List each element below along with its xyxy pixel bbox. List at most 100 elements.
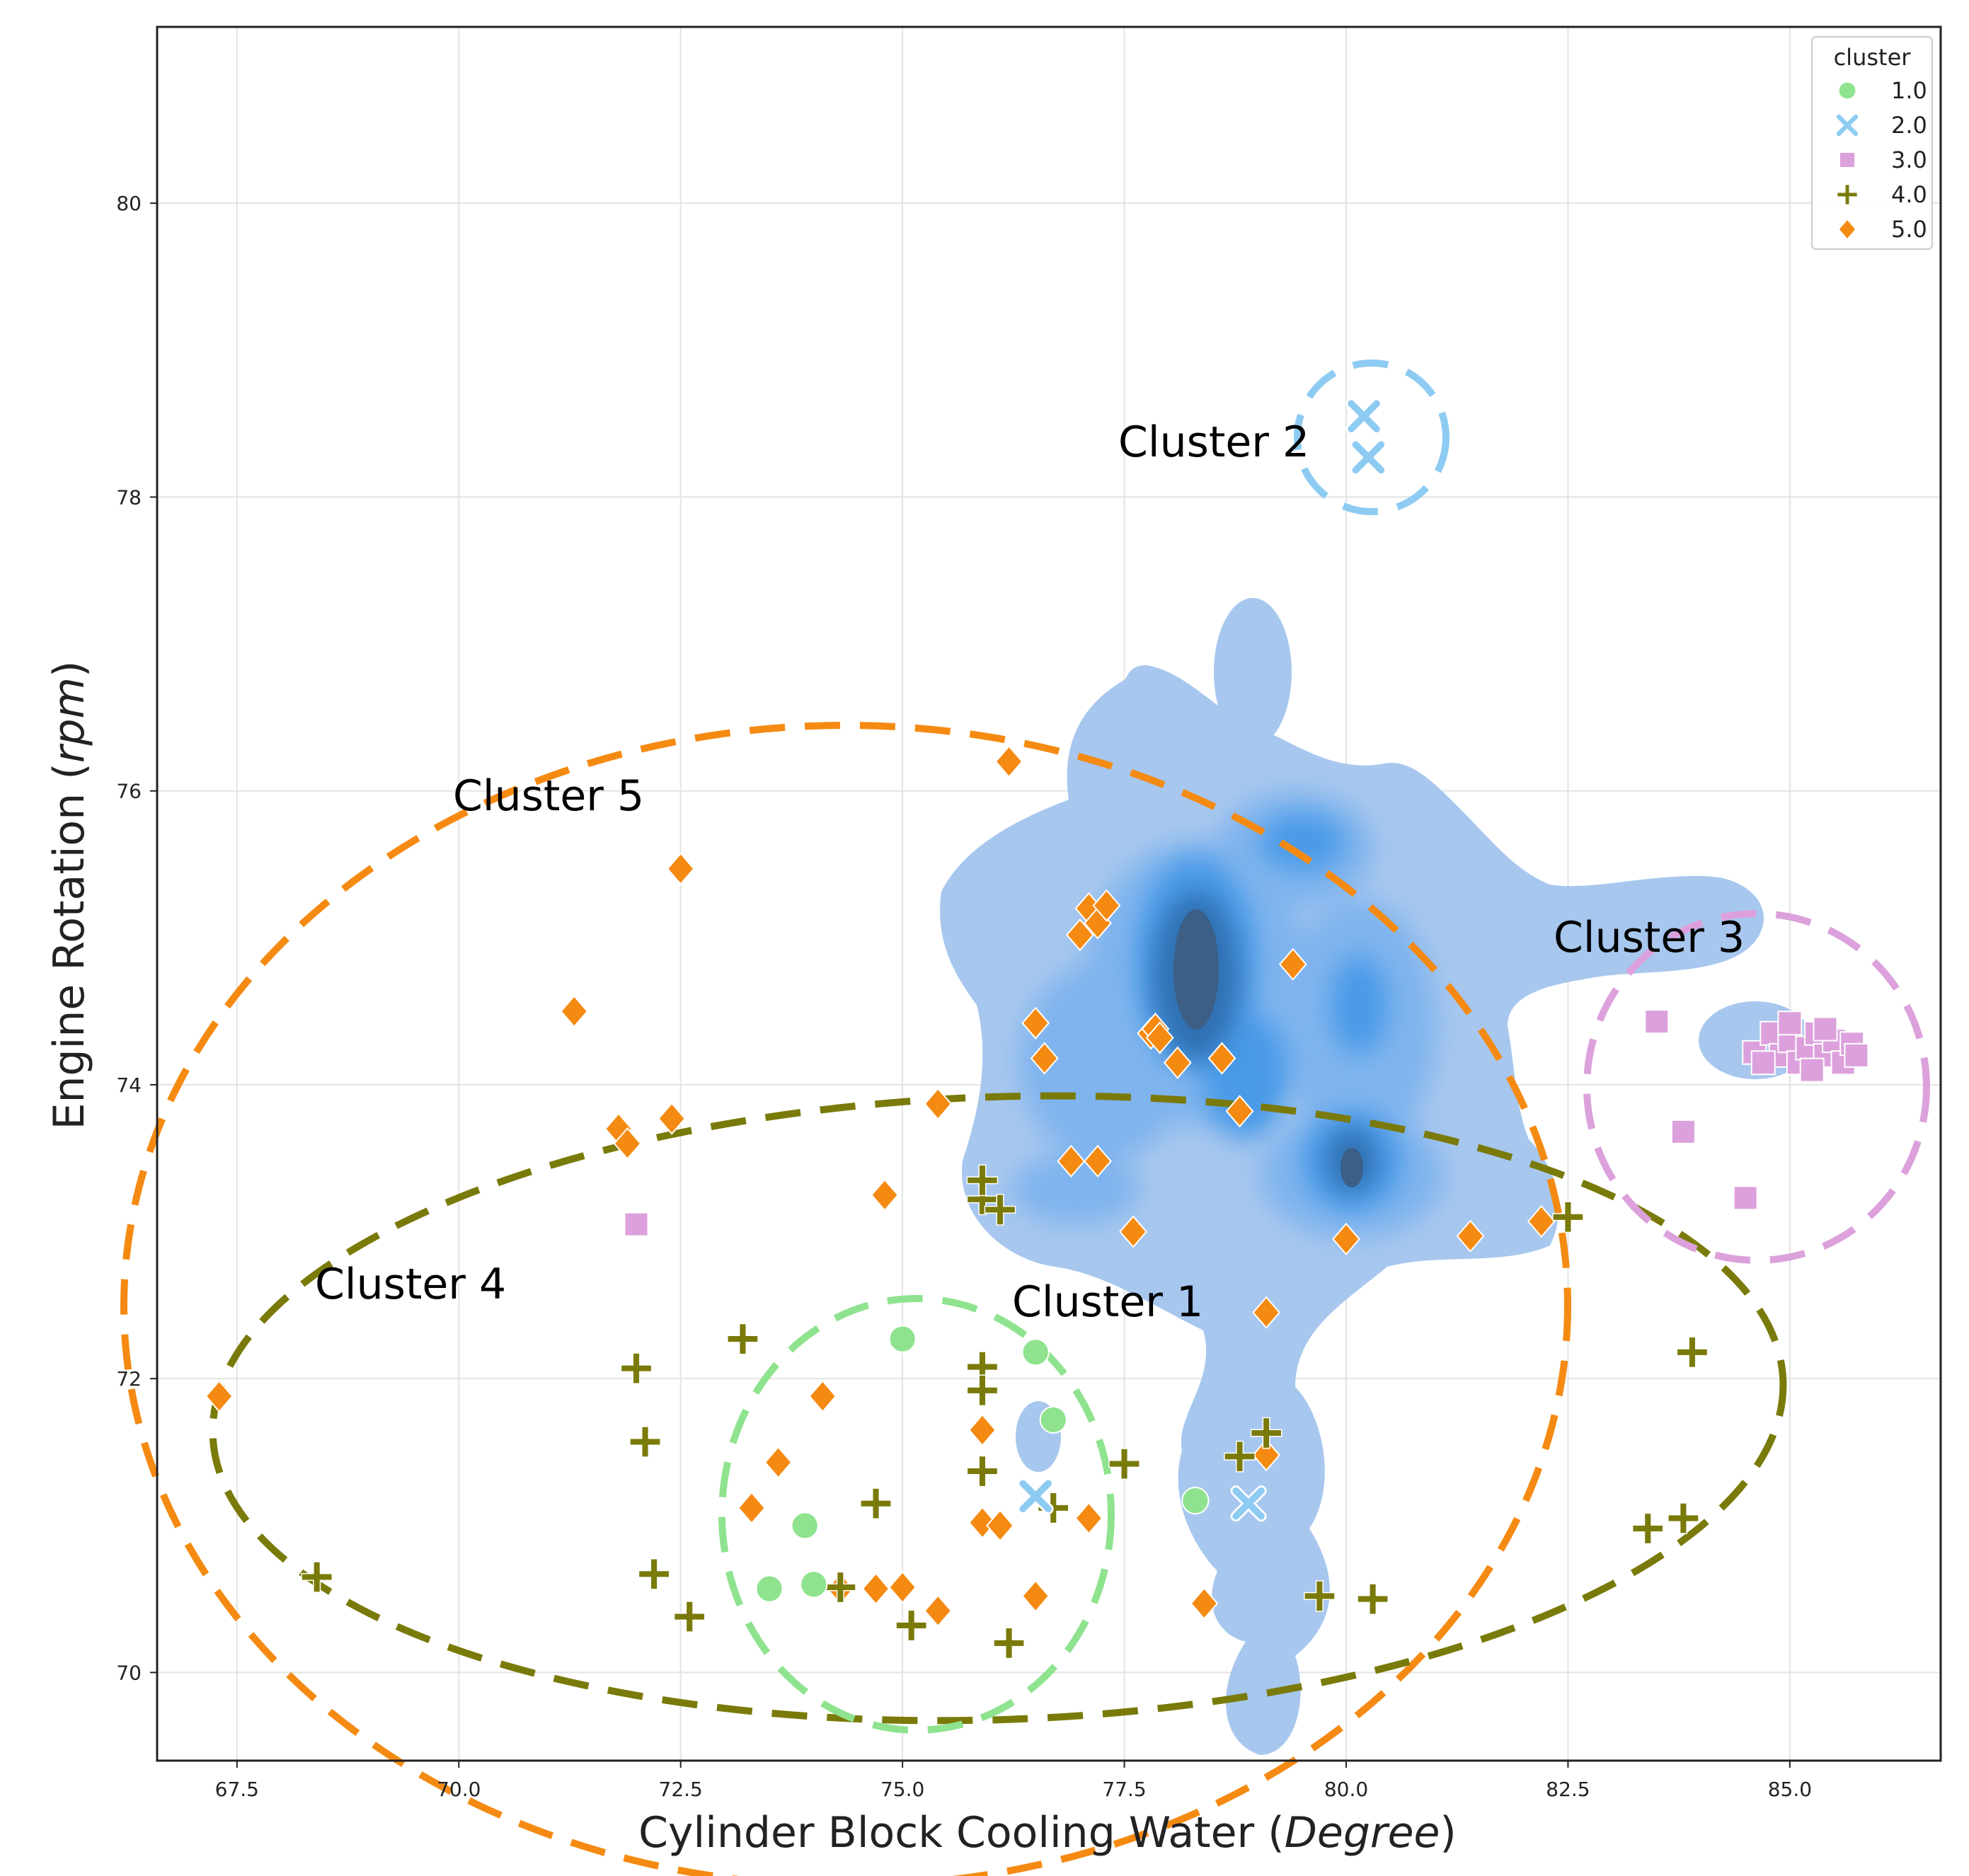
cluster-2-boundary — [1294, 359, 1450, 515]
cluster-5-point — [924, 1594, 953, 1628]
cluster-1-point — [1021, 1338, 1050, 1366]
cluster-4-point — [984, 1194, 1016, 1226]
annotation-cluster-2: Cluster 2 — [1118, 418, 1309, 467]
cluster-4-point — [1250, 1417, 1282, 1449]
x-tick-label: 75.0 — [880, 1778, 924, 1801]
cluster-4-boundary — [209, 1092, 1787, 1725]
legend-entry-label: 5.0 — [1891, 216, 1927, 243]
legend-title: cluster — [1834, 44, 1912, 71]
cluster-3-point — [1750, 1050, 1776, 1076]
cluster-5-point — [1332, 1222, 1360, 1256]
legend-marker-3 — [1839, 151, 1856, 168]
cluster-5-point — [1145, 1021, 1174, 1054]
cluster-4-point — [727, 1323, 759, 1355]
cluster-5-point — [1190, 1587, 1219, 1620]
x-tick-label: 70.0 — [437, 1778, 481, 1801]
legend-marker-2 — [1835, 113, 1859, 137]
cluster-4-point — [1667, 1502, 1699, 1534]
annotation-cluster-3: Cluster 3 — [1554, 913, 1745, 962]
cluster-5-point — [737, 1491, 766, 1525]
cluster-1-point — [1039, 1405, 1067, 1434]
cluster-4-point — [638, 1558, 670, 1590]
cluster-5-point — [1021, 1006, 1050, 1040]
cluster-2-point — [1017, 1478, 1054, 1514]
x-tick-label: 85.0 — [1768, 1778, 1812, 1801]
cluster-5-point — [205, 1379, 234, 1413]
cluster-4-point — [895, 1609, 928, 1642]
cluster-4-point — [860, 1487, 892, 1519]
x-tick-label: 67.5 — [215, 1778, 259, 1801]
cluster-4-point — [966, 1374, 999, 1407]
cluster-5-point — [808, 1379, 837, 1413]
x-tick-label: 77.5 — [1102, 1778, 1146, 1801]
cluster-1-point — [800, 1570, 828, 1599]
cluster-5-point — [1074, 1502, 1103, 1535]
cluster-5-point — [986, 1509, 1014, 1542]
cluster-5-point — [1057, 1144, 1086, 1178]
y-tick-label: 78 — [116, 485, 142, 509]
cluster-5-point — [924, 1087, 953, 1121]
y-axis-label: Engine Rotation (rpm) — [45, 661, 94, 1130]
cluster-5-point — [1163, 1046, 1192, 1079]
cluster-5-point — [861, 1572, 890, 1606]
cluster-1-point — [888, 1325, 917, 1353]
cluster-5-point — [1527, 1204, 1556, 1238]
cluster-2-point — [1345, 398, 1382, 435]
cluster-1-point — [791, 1512, 819, 1540]
cluster-3-boundary — [1583, 910, 1930, 1264]
cluster-5-point — [1092, 889, 1121, 922]
x-tick-label: 80.0 — [1324, 1778, 1368, 1801]
x-tick-label: 82.5 — [1546, 1778, 1590, 1801]
cluster-5-point — [1207, 1042, 1236, 1075]
cluster-5-point — [658, 1102, 687, 1135]
cluster-3-point — [1777, 1011, 1803, 1036]
data-points — [205, 398, 1869, 1659]
y-tick-label: 74 — [116, 1074, 142, 1097]
cluster-4-point — [1552, 1201, 1584, 1233]
cluster-3-point — [1644, 1009, 1670, 1035]
legend-entry-label: 3.0 — [1891, 146, 1927, 173]
cluster-4-point — [629, 1426, 661, 1458]
cluster-4-point — [1676, 1336, 1709, 1369]
cluster-4-point — [1304, 1580, 1336, 1612]
cluster-5-point — [1225, 1095, 1254, 1128]
cluster-3-point — [1733, 1185, 1758, 1211]
cluster-5-point — [764, 1446, 793, 1479]
cluster-1-boundary — [718, 1295, 1115, 1734]
axes-frame — [156, 25, 1942, 1762]
cluster-4-point — [966, 1455, 999, 1487]
cluster-1-point — [1181, 1486, 1210, 1515]
cluster-5-point — [1084, 1144, 1112, 1178]
cluster-5-boundary — [120, 722, 1571, 1876]
cluster-5-point — [1119, 1215, 1148, 1248]
cluster-5-point — [1021, 1579, 1050, 1613]
cluster-1-point — [755, 1575, 783, 1603]
annotation-cluster-5: Cluster 5 — [453, 771, 644, 821]
cluster-2-point — [1350, 439, 1387, 476]
cluster-3-point — [1813, 1016, 1838, 1042]
cluster-4-point — [673, 1601, 706, 1633]
y-tick-label: 70 — [116, 1661, 142, 1684]
cluster-3-point — [1670, 1119, 1696, 1144]
cluster-5-point — [871, 1178, 899, 1212]
legend-marker-5 — [1837, 218, 1857, 241]
cluster-5-point — [1456, 1219, 1485, 1253]
cluster-4-point — [620, 1352, 653, 1384]
cluster-5-point — [560, 994, 589, 1028]
annotation-cluster-1: Cluster 1 — [1012, 1277, 1203, 1327]
x-axis-label: Cylinder Block Cooling Water (Degree) — [638, 1808, 1457, 1858]
cluster-5-point — [994, 745, 1023, 778]
cluster-5-point — [1065, 919, 1094, 952]
cluster-5-point — [888, 1570, 917, 1604]
cluster-5-point — [666, 852, 695, 885]
cluster-5-point — [1278, 948, 1307, 981]
y-tick-label: 72 — [116, 1367, 142, 1391]
cluster-3-point — [1844, 1042, 1869, 1068]
legend-marker-1 — [1837, 81, 1857, 100]
cluster-4-point — [1224, 1440, 1256, 1473]
annotation-cluster-4: Cluster 4 — [315, 1260, 506, 1309]
cluster-5-point — [1252, 1296, 1281, 1329]
cluster-4-point — [993, 1627, 1025, 1659]
cluster-5-point — [968, 1413, 997, 1446]
